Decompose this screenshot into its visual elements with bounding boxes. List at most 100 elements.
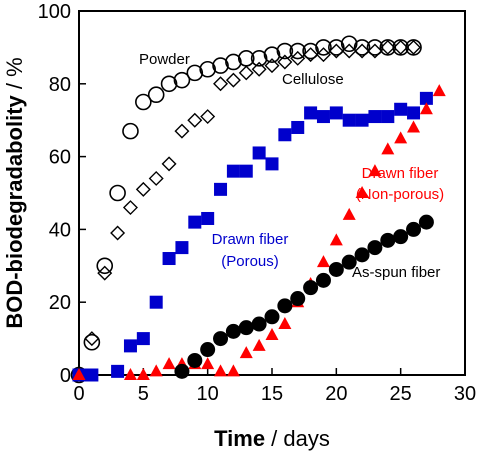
- series-label-drawn-fiber-porous: Drawn fiber: [212, 231, 289, 248]
- point-as-spun-fiber: [174, 363, 190, 379]
- point-as-spun-fiber: [251, 316, 267, 332]
- plot-area: Powder Cellulose Drawn fiber (Porous) Drawn …: [70, 10, 466, 384]
- point-drawn-fiber-non-porous: [136, 368, 150, 380]
- point-powder: [263, 46, 281, 63]
- point-drawn-fiber-non-porous: [381, 142, 395, 155]
- point-as-spun-fiber: [367, 240, 383, 256]
- point-cellulose: [277, 54, 293, 70]
- point-as-spun-fiber: [187, 352, 203, 368]
- point-cellulose: [148, 170, 164, 186]
- point-as-spun-fiber: [406, 221, 422, 237]
- x-axis-title-bold: Time: [214, 426, 265, 451]
- point-powder: [328, 39, 345, 56]
- point-powder: [379, 39, 397, 56]
- x-tick-label: 5: [138, 383, 149, 405]
- y-tick-label: 0: [60, 365, 71, 387]
- point-as-spun-fiber: [225, 323, 241, 339]
- point-drawn-fiber-non-porous: [214, 364, 228, 377]
- series-label-drawn-fiber-porous: (Porous): [221, 253, 279, 270]
- point-drawn-fiber-porous: [136, 332, 150, 346]
- point-drawn-fiber-non-porous: [226, 364, 240, 377]
- series-label-as-spun-fiber: As-spun fiber: [352, 264, 440, 281]
- x-tick-label: 30: [454, 383, 476, 405]
- point-as-spun-fiber: [264, 309, 280, 325]
- point-drawn-fiber-porous: [407, 106, 421, 120]
- y-axis-title-bold: BOD-biodegradabolity: [2, 94, 27, 328]
- point-drawn-fiber-porous: [342, 113, 356, 127]
- point-drawn-fiber-porous: [149, 295, 163, 309]
- series-label-powder: Powder: [139, 51, 190, 68]
- x-axis-title-unit: / days: [265, 426, 330, 451]
- point-drawn-fiber-non-porous: [419, 102, 433, 115]
- point-cellulose: [84, 331, 100, 347]
- point-cellulose: [406, 39, 422, 55]
- point-drawn-fiber-non-porous: [252, 338, 266, 351]
- point-as-spun-fiber: [341, 254, 357, 270]
- point-drawn-fiber-non-porous: [149, 364, 163, 377]
- point-as-spun-fiber: [303, 280, 319, 296]
- point-powder: [147, 86, 165, 104]
- point-cellulose: [341, 43, 357, 59]
- point-powder: [186, 64, 204, 82]
- point-drawn-fiber-porous: [304, 106, 318, 120]
- series-label-drawn-fiber-non-porous: (Non-porous): [356, 186, 444, 203]
- y-axis-title: BOD-biodegradabolity / %: [2, 57, 27, 328]
- point-drawn-fiber-porous: [123, 339, 137, 353]
- point-powder: [392, 39, 409, 56]
- point-drawn-fiber-porous: [162, 252, 176, 266]
- point-cellulose: [290, 50, 306, 66]
- series-label-drawn-fiber-non-porous: Drawn fiber: [362, 165, 439, 182]
- x-tick-label: 20: [325, 383, 347, 405]
- axis-ticks: [78, 10, 466, 376]
- point-as-spun-fiber: [315, 272, 331, 288]
- series-drawn-fiber-porous: [72, 91, 433, 382]
- point-drawn-fiber-non-porous: [316, 255, 330, 268]
- x-tick-labels: 0 5 10 15 20 25 30: [73, 383, 476, 405]
- point-drawn-fiber-non-porous: [342, 207, 356, 220]
- point-drawn-fiber-non-porous: [239, 346, 253, 359]
- point-as-spun-fiber: [238, 320, 254, 336]
- x-tick-label: 10: [197, 383, 219, 405]
- point-powder: [122, 122, 139, 140]
- point-cellulose: [393, 39, 409, 55]
- point-cellulose: [251, 61, 267, 77]
- point-cellulose: [135, 181, 151, 197]
- point-powder: [199, 60, 216, 78]
- y-tick-label: 80: [49, 74, 71, 96]
- point-drawn-fiber-porous: [188, 215, 202, 229]
- point-powder: [353, 39, 371, 56]
- point-powder: [160, 75, 178, 93]
- point-drawn-fiber-non-porous: [162, 357, 176, 370]
- point-as-spun-fiber: [277, 298, 293, 314]
- y-tick-label: 20: [49, 292, 71, 314]
- point-drawn-fiber-non-porous: [278, 317, 292, 330]
- point-drawn-fiber-non-porous: [394, 131, 408, 144]
- point-drawn-fiber-porous: [265, 157, 279, 171]
- point-drawn-fiber-porous: [355, 113, 369, 127]
- point-cellulose: [97, 265, 113, 281]
- point-drawn-fiber-non-porous: [432, 84, 446, 97]
- point-drawn-fiber-porous: [291, 120, 305, 134]
- point-drawn-fiber-porous: [252, 146, 266, 160]
- point-powder: [212, 57, 229, 74]
- point-powder: [96, 257, 114, 275]
- series-annotations: Powder Cellulose Drawn fiber (Porous) Drawn …: [139, 51, 444, 281]
- point-drawn-fiber-porous: [394, 102, 408, 116]
- point-drawn-fiber-non-porous: [355, 186, 369, 198]
- point-drawn-fiber-porous: [316, 110, 330, 124]
- point-powder: [250, 50, 268, 67]
- point-cellulose: [200, 109, 216, 125]
- point-powder: [135, 93, 152, 111]
- point-drawn-fiber-porous: [201, 211, 215, 225]
- point-cellulose: [225, 72, 241, 88]
- point-powder: [405, 39, 422, 56]
- point-powder: [173, 71, 191, 89]
- point-cellulose: [213, 76, 229, 92]
- point-powder: [315, 39, 332, 56]
- series-as-spun-fiber: [174, 214, 434, 379]
- series-drawn-fiber-non-porous: [72, 84, 446, 380]
- y-tick-label: 60: [49, 147, 71, 169]
- point-drawn-fiber-porous: [85, 368, 99, 382]
- y-axis-title-unit: / %: [2, 57, 27, 95]
